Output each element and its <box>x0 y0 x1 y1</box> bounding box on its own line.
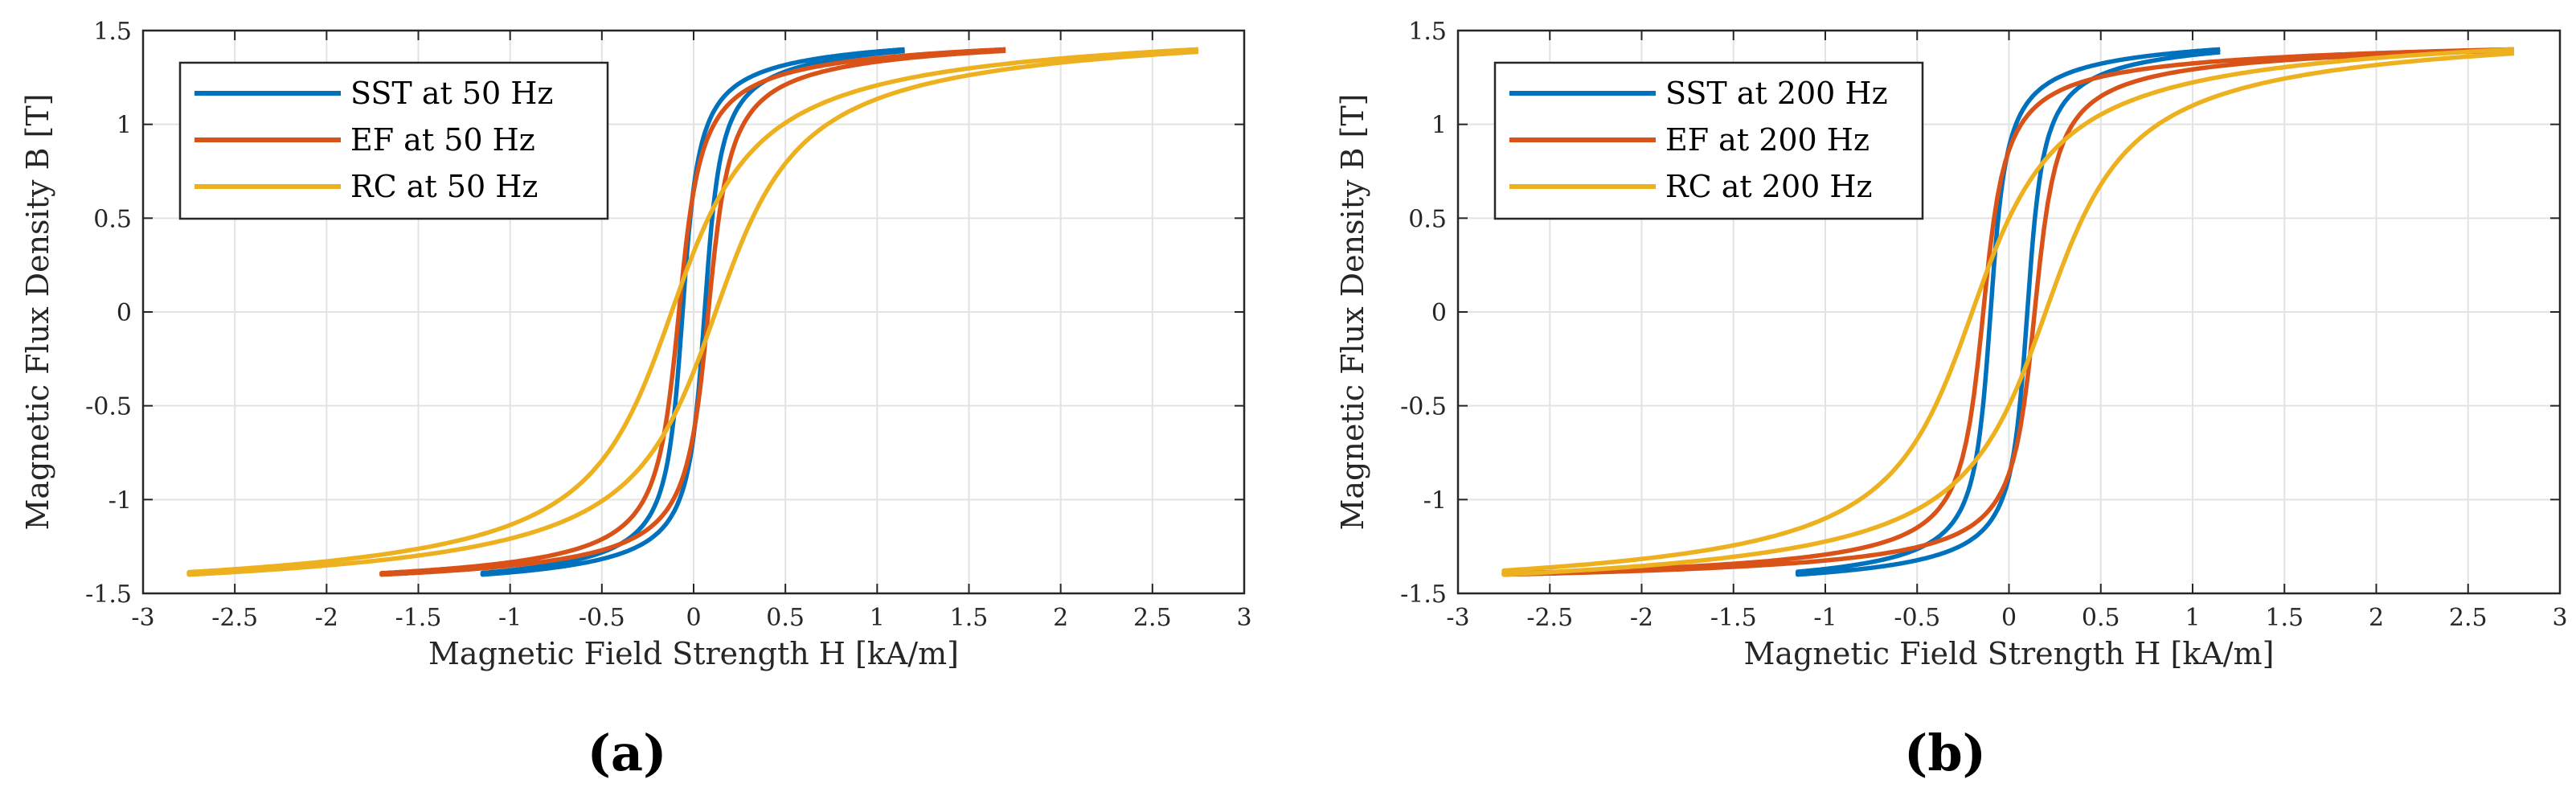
y-tick-label: -1 <box>109 486 132 515</box>
y-tick-label: 0.5 <box>1408 205 1447 233</box>
y-tick-label: -0.5 <box>85 393 132 421</box>
y-axis-label: Magnetic Flux Density B [T] <box>1335 93 1370 530</box>
panel-label: (b) <box>1904 724 1986 782</box>
x-tick-label: -1.5 <box>395 604 442 632</box>
y-tick-label: 0.5 <box>93 205 132 233</box>
panel-label: (a) <box>588 724 667 782</box>
series-line-2 <box>186 47 1199 577</box>
x-tick-label: -3 <box>131 604 154 632</box>
x-tick-label: 1.5 <box>950 604 989 632</box>
x-tick-label: 3 <box>2552 604 2567 632</box>
x-tick-label: 1.5 <box>2265 604 2304 632</box>
x-tick-label: -2 <box>315 604 338 632</box>
x-tick-label: 0.5 <box>2082 604 2120 632</box>
legend-label-0: SST at 200 Hz <box>1665 76 1888 111</box>
x-tick-label: -1.5 <box>1710 604 1757 632</box>
chart-panel-1: -3 -2.5 -2 -1.5 -1 -0.5 0 0.5 1 1.5 2 2.5 3 -1.5 -1 -0.… <box>1335 18 2568 782</box>
y-tick-label: 0 <box>117 299 132 327</box>
x-axis-label: Magnetic Field Strength H [kA/m] <box>428 636 959 671</box>
x-tick-label: 2.5 <box>2449 604 2488 632</box>
y-tick-label: -0.5 <box>1400 393 1447 421</box>
x-tick-label: -0.5 <box>1894 604 1940 632</box>
y-tick-label: -1.5 <box>85 581 132 609</box>
legend: SST at 200 Hz EF at 200 Hz RC at 200 Hz <box>1493 61 1924 220</box>
legend-label-1: EF at 200 Hz <box>1665 122 1870 158</box>
legend-label-2: RC at 50 Hz <box>350 169 538 204</box>
y-tick-label: 1.5 <box>93 18 132 46</box>
y-tick-label: -1.5 <box>1400 581 1447 609</box>
x-tick-label: -1 <box>1813 604 1837 632</box>
x-tick-label: 2 <box>2369 604 2384 632</box>
legend-label-2: RC at 200 Hz <box>1665 169 1873 204</box>
series-line-0 <box>1795 47 2222 577</box>
y-tick-label: 0 <box>1431 299 1447 327</box>
x-tick-label: -2 <box>1630 604 1653 632</box>
x-tick-label: -0.5 <box>579 604 625 632</box>
x-tick-label: 0.5 <box>766 604 805 632</box>
series-group <box>1501 47 2515 577</box>
x-tick-label: 3 <box>1236 604 1251 632</box>
x-tick-label: 2 <box>1053 604 1068 632</box>
series-line-2 <box>1501 47 2515 577</box>
y-tick-label: 1 <box>1431 112 1447 140</box>
x-tick-label: -2.5 <box>211 604 258 632</box>
y-tick-label: 1.5 <box>1408 18 1447 46</box>
series-group <box>186 47 1199 577</box>
y-tick-label: -1 <box>1423 486 1447 515</box>
x-tick-label: -3 <box>1446 604 1469 632</box>
chart-panel-0: -3 -2.5 -2 -1.5 -1 -0.5 0 0.5 1 1.5 2 2.5 3 -1.5 -1 -0.… <box>20 18 1252 782</box>
x-tick-label: 0 <box>686 604 701 632</box>
series-line-1 <box>379 47 1006 577</box>
x-tick-label: -2.5 <box>1526 604 1573 632</box>
y-tick-label: 1 <box>117 112 132 140</box>
x-tick-label: 1 <box>870 604 885 632</box>
legend-label-1: EF at 50 Hz <box>350 122 535 158</box>
legend: SST at 50 Hz EF at 50 Hz RC at 50 Hz <box>178 61 609 220</box>
x-tick-label: -1 <box>498 604 522 632</box>
legend-label-0: SST at 50 Hz <box>350 76 553 111</box>
x-tick-label: 1 <box>2185 604 2200 632</box>
y-axis-label: Magnetic Flux Density B [T] <box>20 93 55 530</box>
x-axis-label: Magnetic Field Strength H [kA/m] <box>1744 636 2275 671</box>
x-tick-label: 0 <box>2001 604 2017 632</box>
x-tick-label: 2.5 <box>1133 604 1172 632</box>
